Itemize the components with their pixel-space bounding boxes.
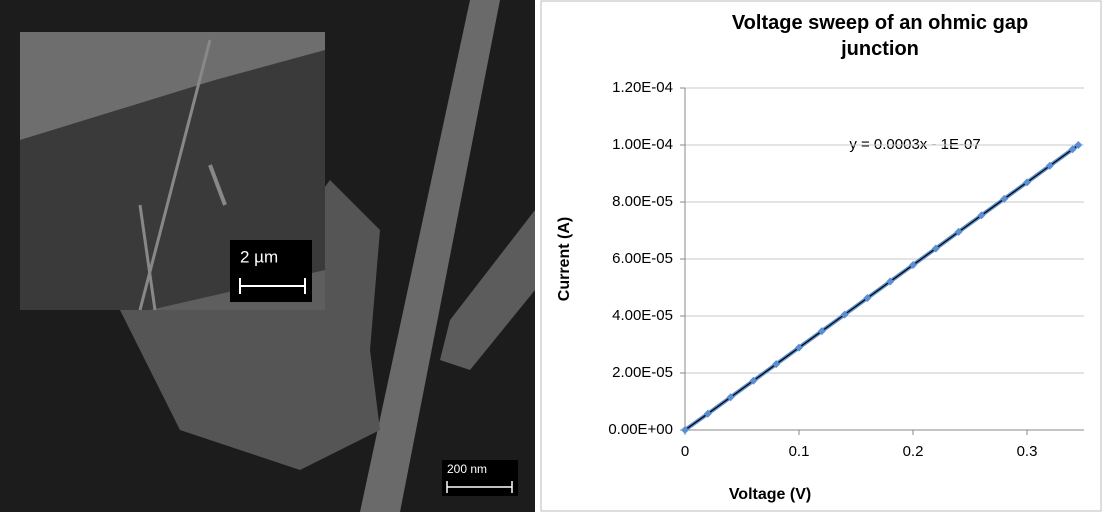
point — [817, 327, 826, 336]
point — [1074, 141, 1083, 149]
point — [703, 409, 712, 418]
inset-scale-label: 2 µm — [240, 247, 278, 266]
point — [909, 260, 917, 269]
point — [1068, 145, 1077, 154]
y-tick-label: 4.00E-05 — [612, 307, 673, 324]
y-axis-title: Current (A) — [556, 217, 573, 301]
chart-title: Voltage sweep of an ohmic gap junction — [731, 12, 1029, 60]
x-axis-title: Voltage (V) — [729, 486, 811, 503]
point — [749, 376, 758, 385]
y-tick-label: 6.00E-05 — [612, 250, 673, 267]
sem-image: 2 µm 200 nm — [0, 0, 535, 512]
y-tick-label: 1.20E-04 — [612, 79, 673, 96]
point — [863, 294, 872, 303]
point — [840, 310, 849, 319]
point — [1000, 194, 1009, 203]
point — [977, 211, 986, 220]
point — [1045, 161, 1054, 170]
y-tick-label: 1.00E-04 — [612, 136, 673, 153]
x-tick-label: 0.3 — [1017, 443, 1038, 460]
y-tick-label: 0.00E+00 — [608, 421, 673, 438]
point — [726, 393, 735, 402]
x-tick-label: 0 — [681, 443, 689, 460]
y-tick-label: 8.00E-05 — [612, 193, 673, 210]
trendline-equation: y = 0.0003x - 1E-07 — [849, 136, 980, 153]
point — [681, 426, 689, 434]
x-tick-label: 0.2 — [903, 443, 924, 460]
point — [1023, 178, 1031, 187]
point — [954, 227, 963, 236]
point — [931, 244, 940, 253]
point — [772, 360, 781, 369]
chart-frame — [540, 0, 1102, 512]
scale-label: 200 nm — [447, 462, 487, 476]
point — [886, 277, 895, 286]
x-tick-label: 0.1 — [789, 443, 810, 460]
y-tick-label: 2.00E-05 — [612, 364, 673, 381]
point — [795, 343, 803, 352]
